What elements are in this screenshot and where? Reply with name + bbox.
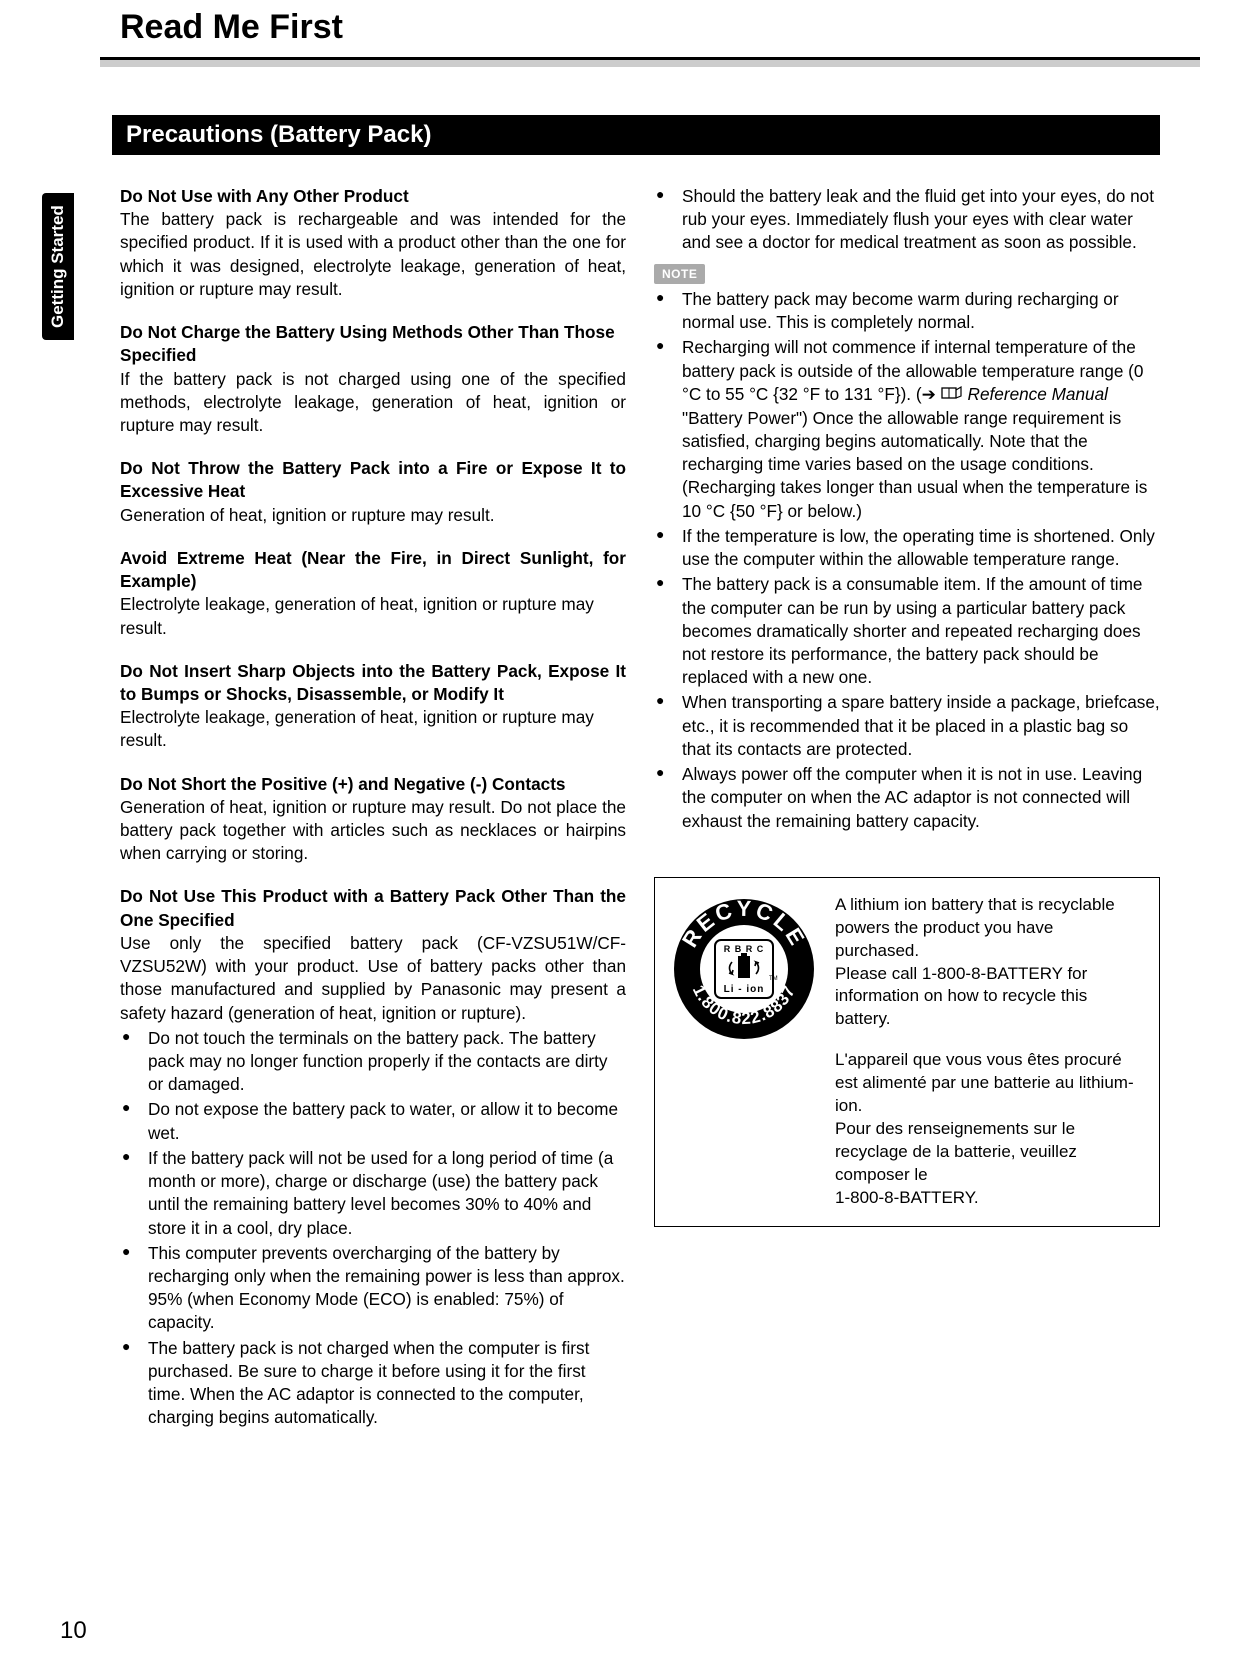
list-item: Recharging will not commence if internal…: [654, 336, 1160, 523]
content-columns: Do Not Use with Any Other Product The ba…: [120, 185, 1160, 1432]
body-text: Generation of heat, ignition or rupture …: [120, 504, 626, 527]
heading: Do Not Use with Any Other Product: [120, 185, 626, 208]
reference-manual-icon: [941, 384, 963, 407]
body-text: Generation of heat, ignition or rupture …: [120, 796, 626, 866]
list-item: Do not touch the terminals on the batter…: [120, 1027, 626, 1097]
side-tab: Getting Started: [42, 193, 74, 340]
body-text: The battery pack is rechargeable and was…: [120, 208, 626, 301]
heading: Do Not Short the Positive (+) and Negati…: [120, 773, 626, 796]
page-title: Read Me First: [120, 0, 1160, 57]
heading: Do Not Charge the Battery Using Methods …: [120, 321, 626, 367]
body-text: Use only the specified battery pack (CF-…: [120, 932, 626, 1025]
body-text: If the battery pack is not charged using…: [120, 368, 626, 438]
heading: Do Not Throw the Battery Pack into a Fir…: [120, 457, 626, 503]
recycle-box: RECYCLE 1.800.822.8837 R B R C Li - ion …: [654, 877, 1160, 1227]
heading: Do Not Insert Sharp Objects into the Bat…: [120, 660, 626, 706]
note-list: The battery pack may become warm during …: [654, 288, 1160, 833]
title-underline: [100, 57, 1200, 67]
section-header: Precautions (Battery Pack): [112, 115, 1160, 155]
body-text: Electrolyte leakage, generation of heat,…: [120, 706, 626, 752]
note-label: NOTE: [654, 264, 705, 284]
recycle-text: A lithium ion battery that is recyclable…: [835, 894, 1141, 1210]
bullet-list: Do not touch the terminals on the batter…: [120, 1027, 626, 1430]
right-column: Should the battery leak and the fluid ge…: [654, 185, 1160, 1432]
list-item: Should the battery leak and the fluid ge…: [654, 185, 1160, 255]
list-item: If the battery pack will not be used for…: [120, 1147, 626, 1240]
heading: Do Not Use This Product with a Battery P…: [120, 885, 626, 931]
list-item: If the temperature is low, the operating…: [654, 525, 1160, 571]
page-number: 10: [60, 1617, 87, 1645]
side-tab-label: Getting Started: [42, 193, 74, 340]
heading: Avoid Extreme Heat (Near the Fire, in Di…: [120, 547, 626, 593]
recycle-logo: RECYCLE 1.800.822.8837 R B R C Li - ion …: [669, 894, 819, 1044]
list-item: This computer prevents overcharging of t…: [120, 1242, 626, 1335]
list-item: The battery pack is not charged when the…: [120, 1337, 626, 1430]
recycle-paragraph-fr: L'appareil que vous vous êtes procuré es…: [835, 1049, 1141, 1210]
bullet-list: Should the battery leak and the fluid ge…: [654, 185, 1160, 255]
recycle-paragraph-en: A lithium ion battery that is recyclable…: [835, 894, 1141, 1032]
tm-mark: TM: [769, 976, 778, 982]
body-text: Electrolyte leakage, generation of heat,…: [120, 593, 626, 639]
list-item: The battery pack may become warm during …: [654, 288, 1160, 334]
reference-manual-text: Reference Manual: [963, 384, 1108, 404]
logo-liion: Li - ion: [724, 984, 765, 995]
list-item: Always power off the computer when it is…: [654, 763, 1160, 833]
list-item: Do not expose the battery pack to water,…: [120, 1098, 626, 1144]
left-column: Do Not Use with Any Other Product The ba…: [120, 185, 626, 1432]
logo-rbrc: R B R C: [724, 944, 765, 954]
note-text-b: "Battery Power") Once the allowable rang…: [682, 408, 1147, 521]
list-item: When transporting a spare battery inside…: [654, 691, 1160, 761]
arrow-icon: ➔: [922, 384, 936, 404]
list-item: The battery pack is a consumable item. I…: [654, 573, 1160, 689]
